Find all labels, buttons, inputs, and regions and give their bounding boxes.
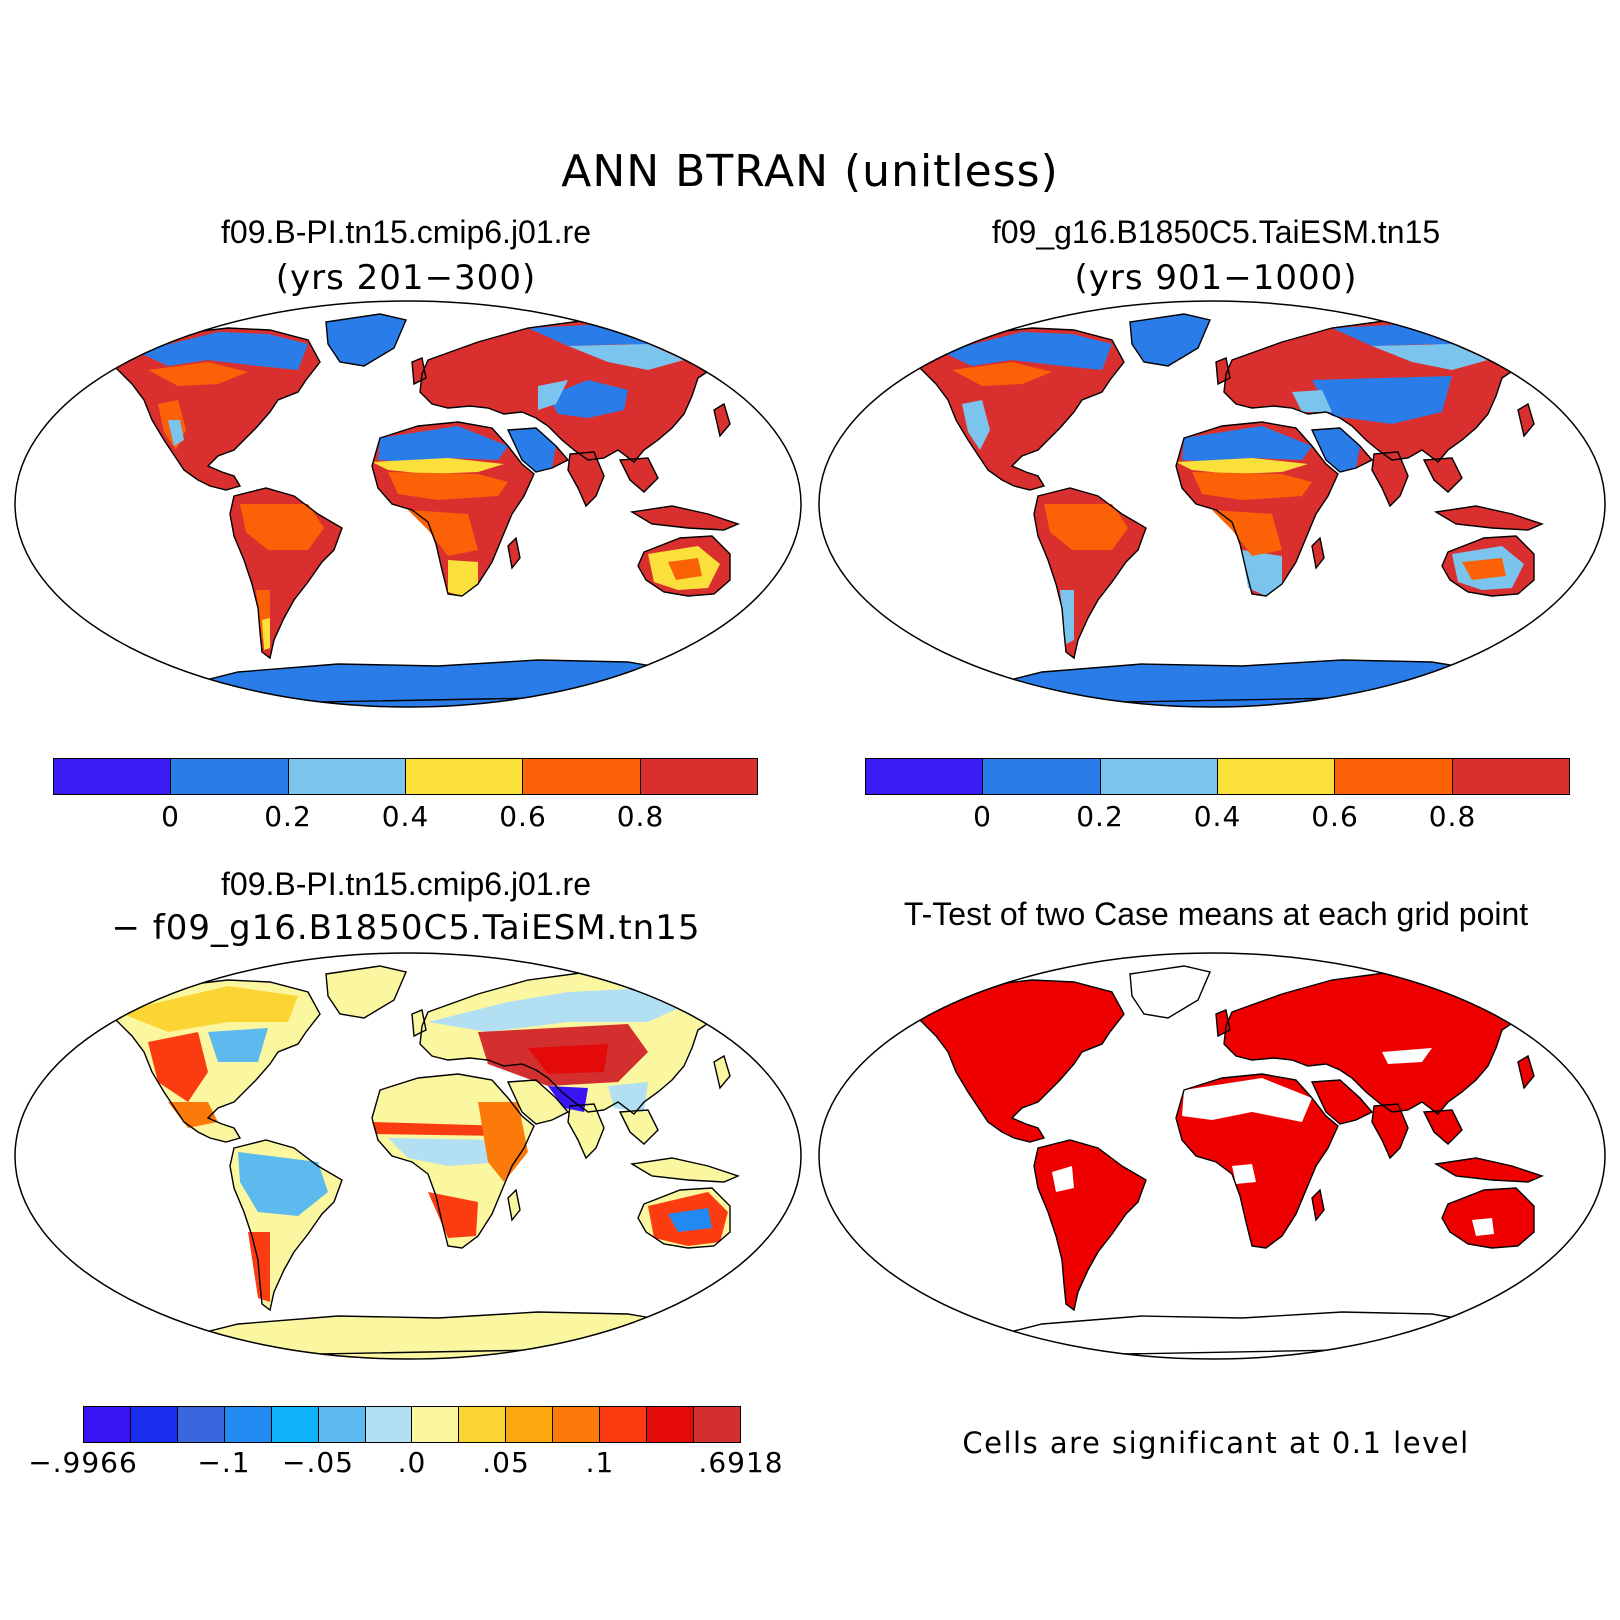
colorbar-tick-label: 0.6 — [499, 800, 547, 833]
colorbar-cell — [318, 1407, 366, 1442]
colorbar-cell — [647, 1407, 694, 1442]
case2-map — [818, 300, 1606, 708]
colorbar-tick-label: 0.4 — [1193, 800, 1242, 833]
colorbar-cell — [171, 759, 289, 794]
colorbar-tick-label: .6918 — [698, 1446, 784, 1479]
diff-title-line2: − f09_g16.B1850C5.TaiESM.tn15 — [111, 908, 701, 948]
colorbar-tick-label: 0 — [973, 800, 992, 833]
case1-years: (yrs 201−300) — [275, 258, 537, 298]
colorbar-tick-label: −.9966 — [28, 1446, 138, 1479]
colorbar-cell — [288, 759, 406, 794]
case2-colorbar — [865, 758, 1570, 795]
case1-map — [14, 300, 802, 708]
colorbar-cell — [553, 1407, 601, 1442]
diff-title-line1: f09.B-PI.tn15.cmip6.j01.re — [221, 866, 591, 902]
colorbar-cell — [459, 1407, 507, 1442]
ttest-title: T-Test of two Case means at each grid po… — [903, 896, 1529, 932]
colorbar-tick-label: 0.8 — [616, 800, 665, 833]
colorbar-cell — [412, 1407, 460, 1442]
colorbar-cell — [365, 1407, 413, 1442]
colorbar-cell — [600, 1407, 648, 1442]
colorbar-cell — [177, 1407, 225, 1442]
ttest-significance-note: Cells are significant at 0.1 level — [962, 1426, 1470, 1460]
case2-title: f09_g16.B1850C5.TaiESM.tn15 — [991, 214, 1441, 250]
colorbar-cell — [405, 759, 524, 794]
main-title: ANN BTRAN (unitless) — [561, 146, 1059, 197]
colorbar-cell — [1217, 759, 1336, 794]
colorbar-tick-label: 0.6 — [1311, 800, 1359, 833]
colorbar-tick-label: .0 — [397, 1446, 427, 1479]
colorbar-cell — [84, 1407, 131, 1442]
colorbar-tick-label: 0.8 — [1428, 800, 1477, 833]
colorbar-tick-label: 0.2 — [264, 800, 312, 833]
colorbar-cell — [130, 1407, 178, 1442]
colorbar-tick-label: .1 — [585, 1446, 615, 1479]
colorbar-cell — [693, 1407, 740, 1442]
colorbar-tick-label: 0.2 — [1076, 800, 1124, 833]
colorbar-cell — [523, 759, 641, 794]
ttest-map — [818, 952, 1606, 1360]
colorbar-tick-label: −.05 — [282, 1446, 354, 1479]
case2-years: (yrs 901−1000) — [1074, 258, 1358, 298]
colorbar-tick-label: 0.4 — [381, 800, 430, 833]
colorbar-cell — [640, 759, 757, 794]
diff-colorbar — [83, 1406, 741, 1443]
colorbar-cell — [1335, 759, 1453, 794]
colorbar-cell — [506, 1407, 554, 1442]
colorbar-tick-label: .05 — [482, 1446, 530, 1479]
colorbar-cell — [1452, 759, 1569, 794]
colorbar-tick-label: 0 — [161, 800, 180, 833]
colorbar-cell — [983, 759, 1101, 794]
colorbar-cell — [271, 1407, 319, 1442]
case1-colorbar — [53, 758, 758, 795]
colorbar-cell — [224, 1407, 272, 1442]
diff-map — [14, 952, 802, 1360]
colorbar-cell — [866, 759, 984, 794]
colorbar-tick-label: −.1 — [197, 1446, 251, 1479]
colorbar-cell — [54, 759, 172, 794]
case1-title: f09.B-PI.tn15.cmip6.j01.re — [221, 214, 591, 250]
colorbar-cell — [1100, 759, 1218, 794]
